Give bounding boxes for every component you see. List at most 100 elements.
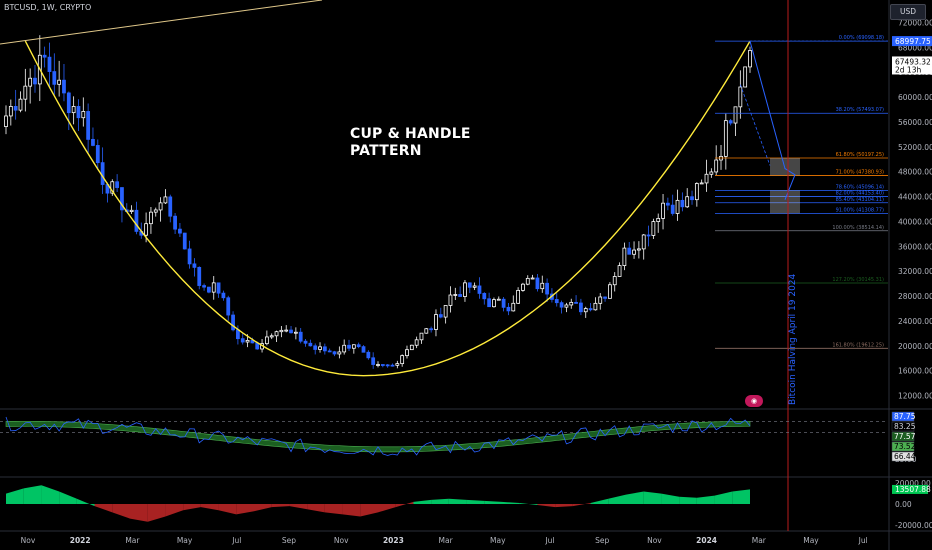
candle-body — [342, 344, 347, 353]
candle-body — [207, 286, 211, 293]
candle-body — [593, 302, 598, 311]
flag-icon[interactable]: ◉ — [745, 395, 763, 407]
candle-body — [501, 298, 506, 308]
candle-body — [699, 182, 704, 185]
candle-body — [129, 209, 134, 212]
fib-level-label: 161.80% (19612.25) — [832, 342, 884, 348]
histogram-bar — [23, 485, 42, 504]
candle-body — [414, 339, 419, 346]
osc-value-badge — [891, 431, 915, 442]
candle-body — [327, 350, 332, 353]
histogram-bar — [590, 498, 609, 504]
histogram-bar — [218, 504, 237, 515]
hist-value-label: 13507.88 — [895, 485, 931, 494]
histogram-bar — [165, 504, 184, 517]
candle-body — [511, 302, 516, 312]
candle-body — [733, 106, 738, 124]
y-tick-label: 52000.00 — [898, 143, 932, 152]
countdown-label: 2d 13h — [895, 65, 921, 74]
x-tick-label: Mar — [125, 536, 140, 545]
candle-body — [81, 111, 86, 119]
candle-body — [231, 314, 235, 331]
fib-level-label: 0.00% (69098.18) — [839, 35, 884, 41]
candle-body — [685, 196, 690, 208]
pattern-label-line2: PATTERN — [350, 143, 422, 159]
candle-body — [144, 223, 148, 236]
candle-body — [308, 342, 313, 347]
histogram-bar — [661, 493, 680, 504]
candle-body — [52, 71, 57, 85]
candle-body — [535, 277, 540, 290]
osc-value-badge — [891, 411, 915, 422]
histogram-bar — [714, 491, 733, 504]
candle-body — [178, 228, 182, 234]
candle-body — [675, 199, 680, 214]
candle-body — [100, 162, 105, 185]
x-tick-label: 2023 — [383, 536, 404, 545]
hist-tick-label: 20000.00 — [895, 479, 931, 488]
candle-body — [603, 296, 607, 299]
x-tick-label: Jul — [544, 536, 554, 545]
candle-body — [564, 304, 569, 308]
x-tick-label: May — [177, 536, 193, 545]
candle-body — [163, 196, 168, 204]
candle-body — [134, 209, 139, 232]
candle-body — [492, 299, 496, 308]
y-tick-label: 40000.00 — [898, 217, 932, 226]
pattern-annotation: CUP & HANDLE PATTERN — [350, 126, 471, 160]
histogram-bar — [466, 499, 485, 504]
candle-body — [482, 293, 487, 300]
histogram-bar — [643, 491, 662, 504]
osc-value-label: 83.25 — [894, 422, 916, 431]
histogram-bar — [254, 504, 272, 512]
x-tick-label: Nov — [334, 536, 349, 545]
candle-body — [303, 340, 308, 344]
fib-level-label: 100.00% (38514.14) — [832, 225, 884, 231]
candle-body — [477, 285, 482, 294]
candle-body — [274, 331, 279, 337]
candle-body — [728, 120, 733, 124]
candle-body — [743, 66, 748, 88]
candle-body — [690, 196, 694, 201]
candle-body — [347, 344, 351, 349]
histogram-bar — [732, 489, 750, 504]
histogram-bar — [183, 504, 201, 511]
osc-value-badge — [891, 451, 915, 462]
y-tick-label: 32000.00 — [898, 267, 932, 276]
candle-body — [748, 50, 752, 68]
candle-body — [380, 364, 385, 366]
histogram-bar — [555, 504, 573, 508]
candle-body — [313, 345, 318, 350]
fib-level-label: 71.00% (47380.93) — [836, 169, 884, 175]
last-price-badge — [892, 56, 932, 75]
candle-body — [289, 329, 293, 334]
osc-line — [5, 416, 751, 456]
fib-level-label: 85.40% (43104.11) — [836, 197, 884, 203]
handle-projection — [749, 40, 796, 200]
candle-body — [409, 344, 414, 351]
osc-band — [5, 420, 751, 453]
fib-level-label: 127.20% (30145.31) — [832, 277, 884, 283]
candle-body — [429, 328, 434, 331]
candle-body — [627, 247, 632, 255]
y-tick-label: 28000.00 — [898, 292, 932, 301]
currency-button[interactable]: USD — [890, 4, 926, 20]
candle-body — [66, 92, 71, 114]
symbol-header: BTCUSD, 1W, CRYPTO — [4, 3, 92, 12]
candle-body — [704, 173, 709, 184]
hist-tick-label: 0.00 — [895, 500, 912, 509]
candle-body — [57, 79, 62, 85]
candle-body — [332, 351, 337, 355]
candle-body — [694, 183, 699, 201]
candle-body — [4, 115, 8, 127]
candle-body — [23, 85, 28, 100]
histogram-bar — [112, 504, 130, 519]
candle-body — [516, 289, 520, 304]
histogram-bar — [519, 502, 538, 506]
candle-body — [18, 98, 23, 111]
candle-body — [617, 265, 622, 277]
histogram-bar — [608, 494, 626, 504]
pattern-label-line1: CUP & HANDLE — [350, 126, 471, 142]
candle-body — [641, 234, 646, 250]
